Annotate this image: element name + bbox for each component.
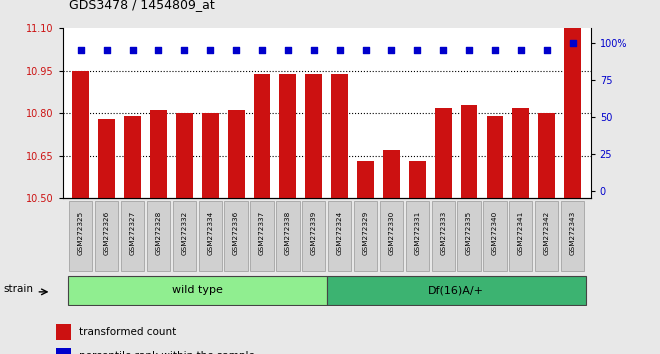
Text: GSM272324: GSM272324 <box>337 211 343 255</box>
Bar <box>56 348 71 354</box>
Point <box>179 48 189 53</box>
FancyBboxPatch shape <box>328 201 351 271</box>
Point <box>75 48 86 53</box>
FancyBboxPatch shape <box>406 201 429 271</box>
Point <box>231 48 242 53</box>
Text: GSM272325: GSM272325 <box>78 211 84 255</box>
Bar <box>383 150 400 198</box>
FancyBboxPatch shape <box>561 201 584 271</box>
Point <box>568 40 578 46</box>
Point <box>541 48 552 53</box>
FancyBboxPatch shape <box>483 201 507 271</box>
Point <box>438 48 448 53</box>
Bar <box>331 74 348 198</box>
Text: GSM272335: GSM272335 <box>466 211 472 255</box>
FancyBboxPatch shape <box>121 201 145 271</box>
Text: wild type: wild type <box>172 285 222 295</box>
Text: GSM272329: GSM272329 <box>362 211 368 255</box>
Point <box>360 48 371 53</box>
FancyBboxPatch shape <box>277 201 300 271</box>
Point <box>386 48 397 53</box>
Bar <box>228 110 244 198</box>
Bar <box>435 108 451 198</box>
FancyBboxPatch shape <box>432 201 455 271</box>
Bar <box>56 324 71 341</box>
Point <box>490 48 500 53</box>
FancyBboxPatch shape <box>535 201 558 271</box>
Bar <box>253 74 271 198</box>
Bar <box>202 113 218 198</box>
Bar <box>357 161 374 198</box>
Text: GSM272327: GSM272327 <box>129 211 135 255</box>
Point <box>335 48 345 53</box>
Text: GSM272333: GSM272333 <box>440 211 446 255</box>
Point <box>153 48 164 53</box>
Bar <box>539 113 555 198</box>
FancyBboxPatch shape <box>173 201 196 271</box>
Text: percentile rank within the sample: percentile rank within the sample <box>79 351 254 354</box>
Text: GSM272337: GSM272337 <box>259 211 265 255</box>
Bar <box>564 28 581 198</box>
Text: GSM272326: GSM272326 <box>104 211 110 255</box>
Bar <box>461 105 477 198</box>
FancyBboxPatch shape <box>199 201 222 271</box>
FancyBboxPatch shape <box>302 201 325 271</box>
Point <box>515 48 526 53</box>
Point <box>127 48 138 53</box>
Bar <box>409 161 426 198</box>
Bar <box>306 74 322 198</box>
FancyBboxPatch shape <box>68 276 327 304</box>
Text: GSM272338: GSM272338 <box>285 211 291 255</box>
Bar <box>512 108 529 198</box>
FancyBboxPatch shape <box>147 201 170 271</box>
FancyBboxPatch shape <box>509 201 533 271</box>
Bar <box>176 113 193 198</box>
Bar <box>150 110 167 198</box>
Point <box>464 48 475 53</box>
Text: GSM272332: GSM272332 <box>182 211 187 255</box>
Bar <box>73 71 89 198</box>
FancyBboxPatch shape <box>95 201 118 271</box>
Text: GSM272342: GSM272342 <box>544 211 550 255</box>
Text: GSM272343: GSM272343 <box>570 211 576 255</box>
Text: GSM272339: GSM272339 <box>311 211 317 255</box>
Bar <box>279 74 296 198</box>
Text: GSM272336: GSM272336 <box>233 211 239 255</box>
Bar <box>98 119 115 198</box>
FancyBboxPatch shape <box>224 201 248 271</box>
Point <box>257 48 267 53</box>
Text: GSM272331: GSM272331 <box>414 211 420 255</box>
FancyBboxPatch shape <box>327 276 585 304</box>
Text: GSM272330: GSM272330 <box>388 211 395 255</box>
Text: GSM272328: GSM272328 <box>156 211 162 255</box>
Text: GSM272341: GSM272341 <box>518 211 524 255</box>
Point <box>308 48 319 53</box>
FancyBboxPatch shape <box>250 201 274 271</box>
Text: GSM272340: GSM272340 <box>492 211 498 255</box>
Point <box>102 48 112 53</box>
Text: GSM272334: GSM272334 <box>207 211 213 255</box>
FancyBboxPatch shape <box>457 201 480 271</box>
Point <box>282 48 293 53</box>
Text: Df(16)A/+: Df(16)A/+ <box>428 285 484 295</box>
Text: transformed count: transformed count <box>79 327 176 337</box>
Text: strain: strain <box>3 284 33 294</box>
Point <box>412 48 422 53</box>
Bar <box>486 116 504 198</box>
Bar <box>124 116 141 198</box>
FancyBboxPatch shape <box>379 201 403 271</box>
Text: GDS3478 / 1454809_at: GDS3478 / 1454809_at <box>69 0 215 11</box>
Point <box>205 48 216 53</box>
FancyBboxPatch shape <box>69 201 92 271</box>
FancyBboxPatch shape <box>354 201 377 271</box>
